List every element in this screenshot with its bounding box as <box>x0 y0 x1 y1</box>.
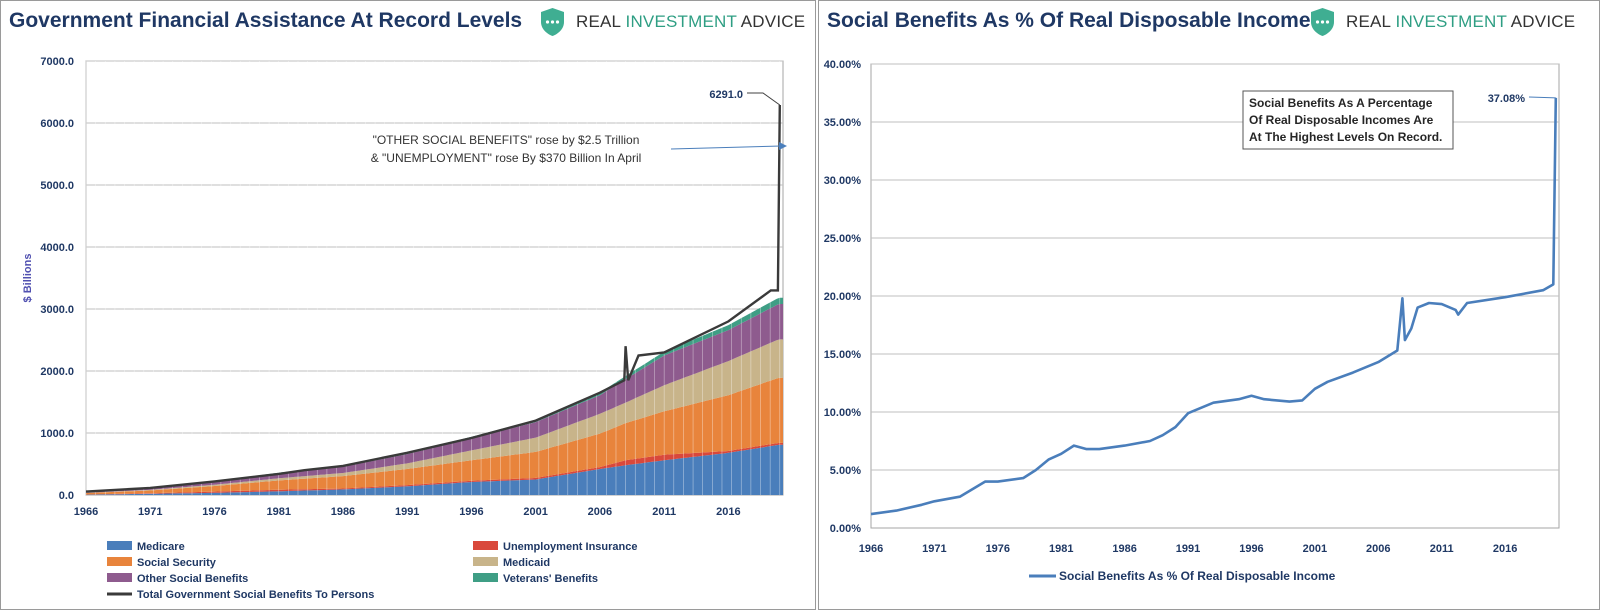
shield-logo-icon <box>1311 8 1334 36</box>
right-logo-text: REAL INVESTMENT ADVICE <box>1346 12 1576 31</box>
right-logo: REAL INVESTMENT ADVICE <box>1309 7 1575 37</box>
y-tick-label: 35.00% <box>824 117 862 129</box>
area-series-social-security <box>86 377 783 495</box>
x-tick-label: 1996 <box>1239 543 1263 555</box>
y-tick-label: 2000.0 <box>40 366 74 378</box>
legend-label: Medicare <box>137 541 185 553</box>
total-benefits-line <box>85 104 781 493</box>
y-tick-label: 40.00% <box>824 59 862 71</box>
peak-value-label: 6291.0 <box>709 89 743 101</box>
y-tick-label: 5.00% <box>830 465 861 477</box>
y-tick-label: 0.00% <box>830 523 861 535</box>
x-tick-label: 2011 <box>1430 543 1454 555</box>
x-tick-label: 2006 <box>588 506 612 518</box>
x-tick-label: 1996 <box>459 506 483 518</box>
y-tick-label: 6000.0 <box>40 118 74 130</box>
y-tick-label: 5000.0 <box>40 180 74 192</box>
right-chart-title: Social Benefits As % Of Real Disposable … <box>827 9 1311 32</box>
x-tick-label: 2001 <box>523 506 547 518</box>
left-chart-svg: 0.0 1000.0 2000.0 3000.0 4000.0 5000.0 6000.0 7… <box>22 56 787 601</box>
left-logo-text: REAL INVESTMENT ADVICE <box>576 12 806 31</box>
peak-leader-line <box>1528 96 1556 99</box>
shield-logo-icon <box>541 8 564 36</box>
legend-label: Unemployment Insurance <box>503 541 637 553</box>
area-series-medicaid <box>86 339 783 493</box>
annotation-box <box>1242 90 1454 150</box>
x-tick-label: 1966 <box>859 543 883 555</box>
legend-label: Total Government Social Benefits To Pers… <box>137 589 374 601</box>
right-chart-svg: 0.00% 5.00% 10.00% 15.00% 20.00% 25.00% 30.00%… <box>824 59 1560 583</box>
x-tick-label: 2001 <box>1303 543 1327 555</box>
area-series-unemployment-insurance <box>86 442 783 495</box>
x-tick-label: 1991 <box>1176 543 1200 555</box>
left-logo: REAL INVESTMENT ADVICE <box>539 7 805 37</box>
annotation-line-1: "OTHER SOCIAL BENEFITS" rose by $2.5 Tri… <box>373 133 640 147</box>
legend-label: Social Security <box>137 557 217 569</box>
legend-swatch <box>107 541 132 550</box>
x-tick-label: 2006 <box>1366 543 1390 555</box>
legend-label: Other Social Benefits <box>137 573 248 585</box>
y-tick-label: 1000.0 <box>40 428 74 440</box>
legend-label: Veterans' Benefits <box>503 573 598 585</box>
x-tick-label: 1976 <box>202 506 226 518</box>
peak-leader-line <box>747 92 781 106</box>
y-tick-label: 7000.0 <box>40 56 74 68</box>
annotation-arrowhead <box>779 142 787 150</box>
legend-swatch <box>473 573 498 582</box>
x-tick-label: 1966 <box>74 506 98 518</box>
y-tick-label: 4000.0 <box>40 242 74 254</box>
y-tick-label: 30.00% <box>824 175 862 187</box>
y-tick-label: 20.00% <box>824 291 862 303</box>
left-chart-title: Government Financial Assistance At Recor… <box>9 9 523 32</box>
left-chart-panel: Government Financial Assistance At Recor… <box>0 0 816 610</box>
legend-swatch <box>107 557 132 566</box>
y-tick-label: 3000.0 <box>40 304 74 316</box>
annotation-line-2: & "UNEMPLOYMENT" rose By $370 Billion In… <box>371 151 642 165</box>
legend-swatch <box>107 573 132 582</box>
x-tick-label: 1986 <box>331 506 355 518</box>
legend-swatch <box>473 557 498 566</box>
x-tick-label: 1971 <box>138 506 162 518</box>
y-tick-label: 10.00% <box>824 407 862 419</box>
y-tick-label: 15.00% <box>824 349 862 361</box>
y-axis-label: $ Billions <box>22 254 34 303</box>
x-tick-label: 1981 <box>1049 543 1073 555</box>
y-tick-label: 0.0 <box>59 490 74 502</box>
x-tick-label: 1976 <box>986 543 1010 555</box>
legend-label: Social Benefits As % Of Real Disposable … <box>1059 569 1336 583</box>
y-tick-label: 25.00% <box>824 233 862 245</box>
social-benefits-line <box>870 97 1558 516</box>
x-tick-label: 1981 <box>266 506 290 518</box>
annotation-box-line-1: Social Benefits As A Percentage <box>1249 96 1433 110</box>
area-series-medicare <box>86 444 783 495</box>
right-chart-panel: Social Benefits As % Of Real Disposable … <box>818 0 1600 610</box>
annotation-arrow <box>670 145 782 150</box>
legend-label: Medicaid <box>503 557 550 569</box>
x-tick-label: 2011 <box>652 506 676 518</box>
area-series-other-social-benefits <box>86 304 783 493</box>
annotation-box-line-3: At The Highest Levels On Record. <box>1249 130 1442 144</box>
peak-value-label: 37.08% <box>1488 93 1526 105</box>
x-tick-label: 2016 <box>716 506 740 518</box>
x-tick-label: 2016 <box>1493 543 1517 555</box>
legend-swatch <box>473 541 498 550</box>
x-tick-label: 1986 <box>1112 543 1136 555</box>
x-tick-label: 1991 <box>395 506 419 518</box>
annotation-box-line-2: Of Real Disposable Incomes Are <box>1249 113 1434 127</box>
x-tick-label: 1971 <box>922 543 946 555</box>
